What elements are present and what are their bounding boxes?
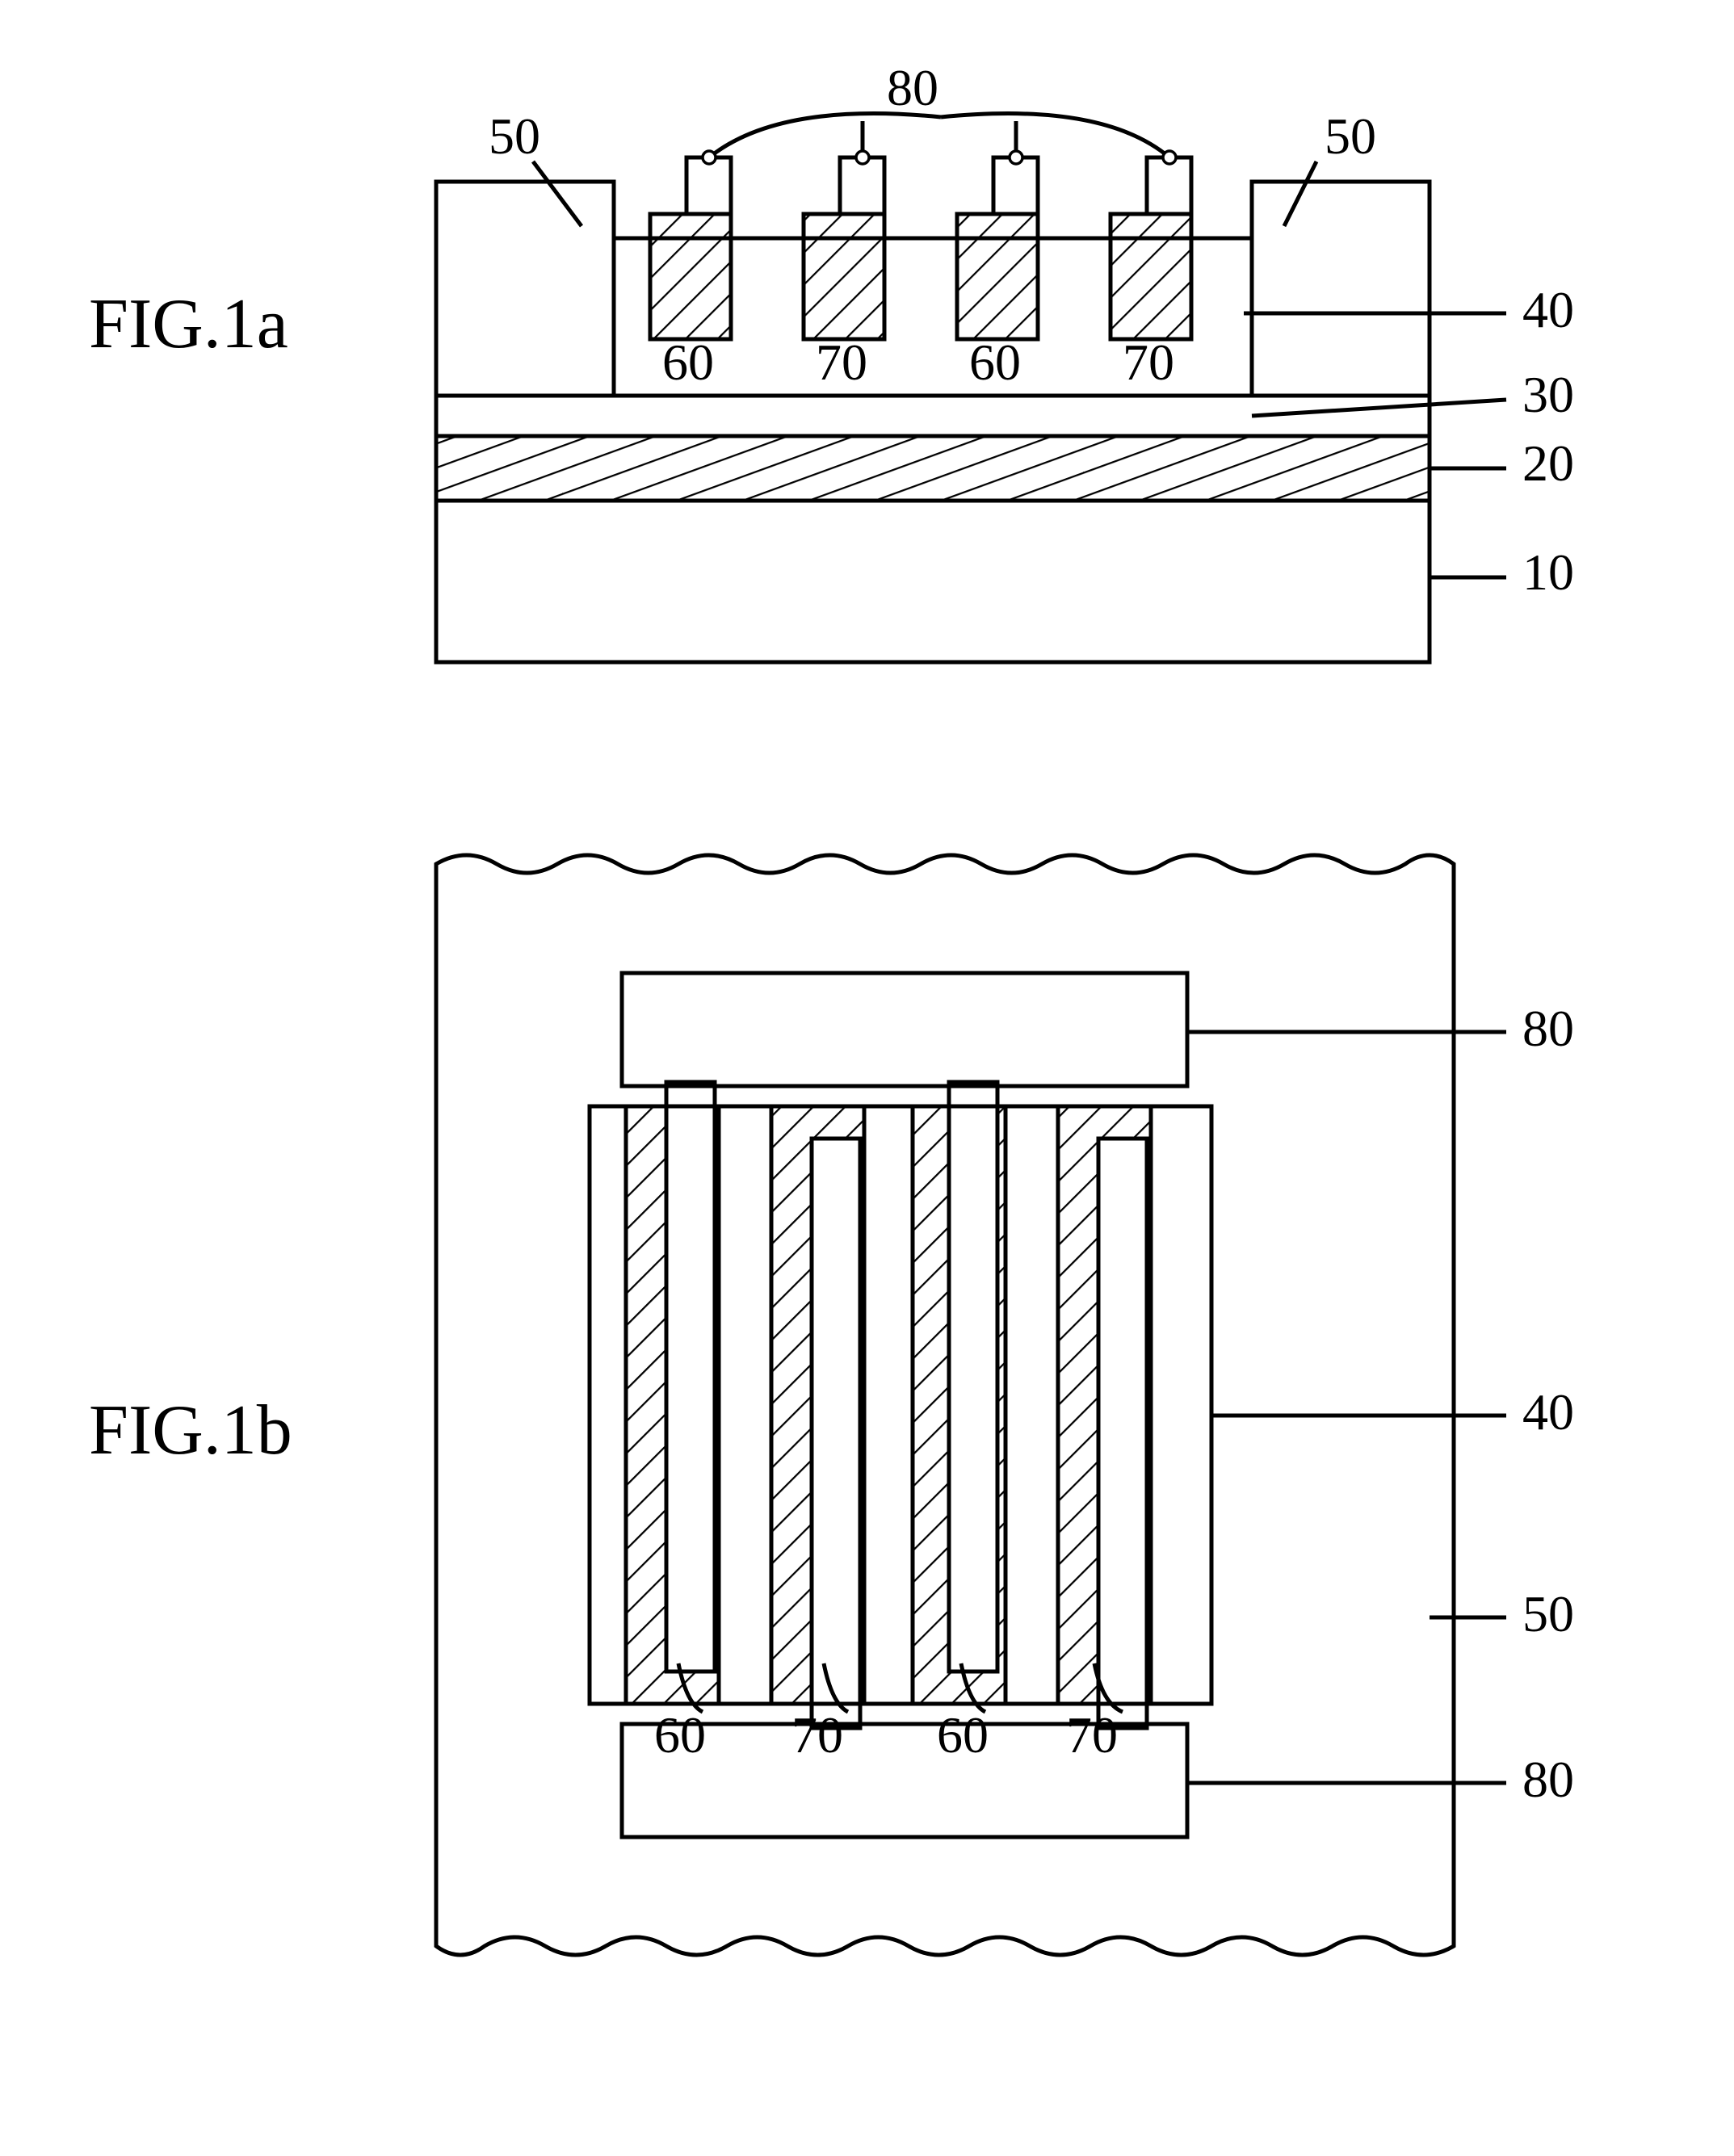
layer-10: [436, 501, 1430, 662]
svg-text:80: 80: [1522, 1751, 1574, 1808]
svg-text:70: 70: [791, 1706, 843, 1764]
lead-80: [686, 157, 731, 214]
bar-80-top: [622, 973, 1187, 1086]
svg-text:80: 80: [1522, 1000, 1574, 1057]
block-70: [804, 214, 884, 339]
region-50-right: [1252, 182, 1430, 396]
connector-80-top: [666, 1082, 715, 1672]
fig1a-title: FIG.1a: [89, 285, 288, 363]
connector-80-bottom: [812, 1139, 860, 1728]
svg-text:60: 60: [654, 1706, 706, 1764]
layer-20: [436, 436, 1430, 501]
svg-text:30: 30: [1522, 366, 1574, 423]
svg-text:70: 70: [816, 333, 867, 391]
svg-text:40: 40: [1522, 1383, 1574, 1441]
svg-text:10: 10: [1522, 543, 1574, 601]
lead-80: [993, 157, 1038, 214]
fig1b-title: FIG.1b: [89, 1391, 292, 1470]
svg-text:20: 20: [1522, 434, 1574, 492]
svg-text:60: 60: [662, 333, 714, 391]
svg-text:50: 50: [489, 107, 540, 165]
svg-text:60: 60: [937, 1706, 989, 1764]
svg-text:80: 80: [887, 59, 938, 116]
region-50-left: [436, 182, 614, 396]
lead-80: [840, 157, 884, 214]
diagram-root: FIG.1a 60 70 60 70 50 50 40 30 20 10 80 FIG.1b 80 40 50…: [0, 0, 1734, 2156]
block-60: [650, 214, 731, 339]
lead-80: [1147, 157, 1191, 214]
block-70: [1111, 214, 1191, 339]
block-60: [957, 214, 1038, 339]
svg-text:50: 50: [1325, 107, 1376, 165]
svg-text:70: 70: [1123, 333, 1174, 391]
svg-text:60: 60: [969, 333, 1021, 391]
svg-text:70: 70: [1066, 1706, 1118, 1764]
connector-80-top: [949, 1082, 997, 1672]
svg-text:50: 50: [1522, 1585, 1574, 1642]
connector-80-bottom: [1098, 1139, 1147, 1728]
svg-text:40: 40: [1522, 281, 1574, 338]
